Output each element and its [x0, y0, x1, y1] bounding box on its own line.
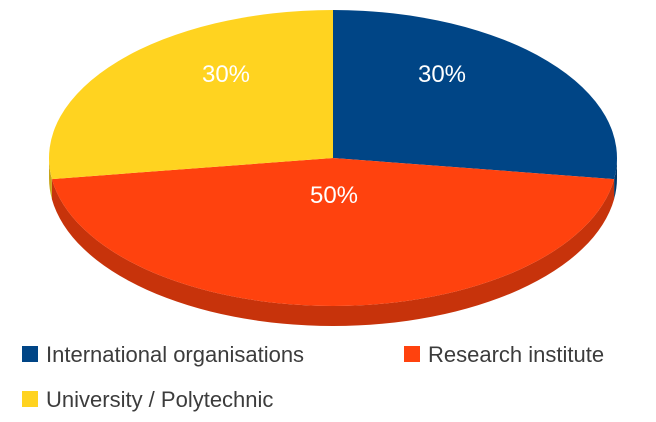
legend-swatch-1 [22, 346, 38, 362]
slice-label-1: 30% [418, 61, 466, 88]
legend-label-3: University / Polytechnic [46, 387, 273, 412]
pie-slice-1 [333, 10, 618, 180]
legend-label-2: Research institute [428, 342, 604, 367]
slice-label-3: 30% [202, 61, 250, 88]
legend-label-1: International organisations [46, 342, 304, 367]
legend: International organisations Research inst… [22, 342, 604, 412]
pie-plot-area: 30% 50% 30% [49, 10, 618, 326]
pie-slice-3 [49, 10, 334, 180]
slice-label-2: 50% [310, 182, 358, 209]
pie-slice-side-3 [49, 158, 52, 200]
legend-swatch-3 [22, 391, 38, 407]
pie-slice-2 [51, 158, 615, 306]
pie-slice-side-1 [614, 158, 617, 200]
legend-swatch-2 [404, 346, 420, 362]
pie-slice-side-2 [51, 179, 615, 326]
